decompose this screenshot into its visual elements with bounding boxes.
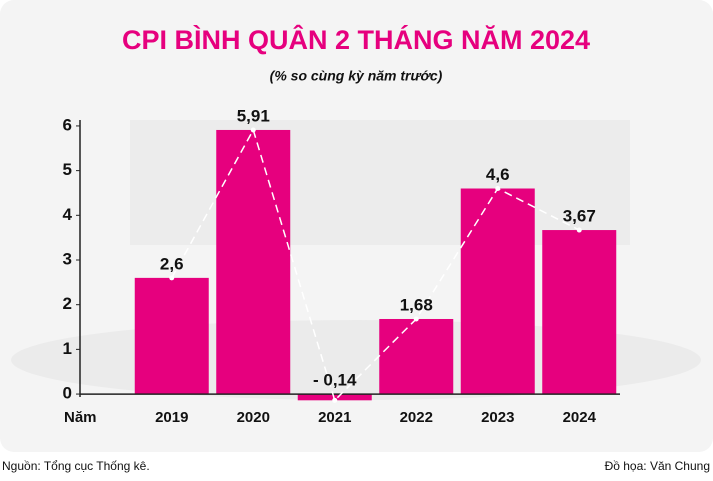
bar: [379, 318, 454, 395]
y-tick-label: 3: [63, 249, 72, 268]
chart-subtitle: (% so cùng kỳ năm trước): [270, 68, 443, 84]
trend-point: [576, 227, 582, 233]
credit: Đồ họa: Văn Chung: [605, 459, 710, 473]
value-label: 3,67: [563, 207, 596, 226]
value-label: 2,6: [160, 254, 184, 273]
bar: [297, 394, 372, 401]
bar: [542, 230, 617, 395]
x-tick-label: 2019: [155, 409, 188, 426]
value-label: - 0,14: [313, 371, 357, 390]
backdrop-shelf: [130, 120, 630, 245]
trend-line: [171, 128, 580, 402]
source: Nguồn: Tổng cục Thống kê.: [2, 459, 150, 473]
trend-point: [495, 186, 501, 191]
y-tick-label: 1: [63, 339, 72, 358]
x-tick-label: 2024: [563, 409, 597, 426]
trend-point: [169, 275, 175, 281]
chart-title: CPI BÌNH QUÂN 2 THÁNG NĂM 2024: [122, 24, 590, 55]
x-tick-label: 2021: [318, 409, 351, 426]
bar: [460, 188, 535, 395]
bar: [216, 129, 291, 395]
y-tick-label: 5: [63, 160, 72, 179]
x-axis-label: Năm: [64, 409, 97, 426]
value-label: 5,91: [237, 106, 270, 125]
bar: [134, 277, 209, 395]
y-tick-label: 6: [63, 115, 72, 134]
y-tick-label: 2: [63, 294, 72, 313]
value-label: 1,68: [400, 295, 433, 314]
trend-point: [332, 397, 338, 403]
y-tick-label: 4: [63, 205, 73, 224]
trend-point: [250, 127, 256, 133]
value-label: 4,6: [486, 165, 510, 184]
x-tick-label: 2023: [481, 409, 514, 426]
trend-point: [413, 316, 419, 322]
x-tick-label: 2020: [237, 409, 270, 426]
x-tick-label: 2022: [400, 409, 433, 426]
y-tick-label: 0: [63, 384, 72, 403]
